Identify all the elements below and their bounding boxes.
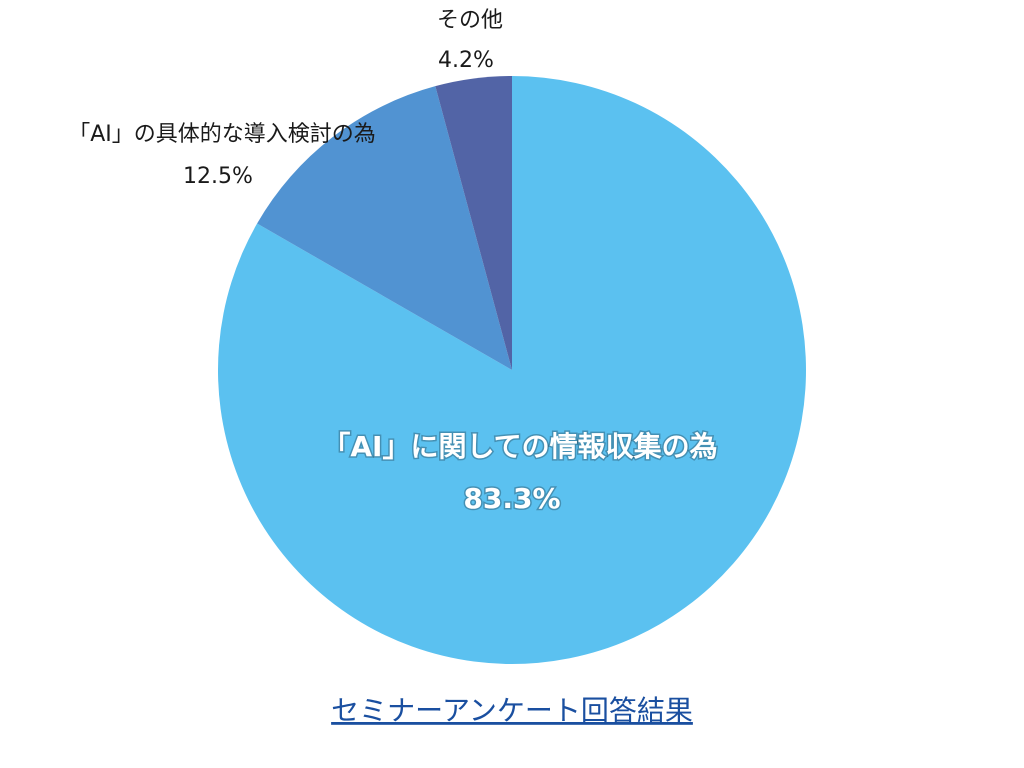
slice-label: その他 xyxy=(437,8,503,33)
value-label: 12.5% xyxy=(183,164,253,189)
slice-label: 「AI」の具体的な導入検討の為 xyxy=(68,122,376,147)
slice-label: 「AI」に関しての情報収集の為 xyxy=(322,430,717,463)
value-label: 83.3% xyxy=(463,482,560,515)
pie-slice xyxy=(435,76,512,370)
chart-title[interactable]: セミナーアンケート回答結果 xyxy=(331,694,693,727)
value-label: 4.2% xyxy=(438,48,494,73)
pie-slice xyxy=(257,86,512,370)
pie-slice xyxy=(217,76,806,664)
